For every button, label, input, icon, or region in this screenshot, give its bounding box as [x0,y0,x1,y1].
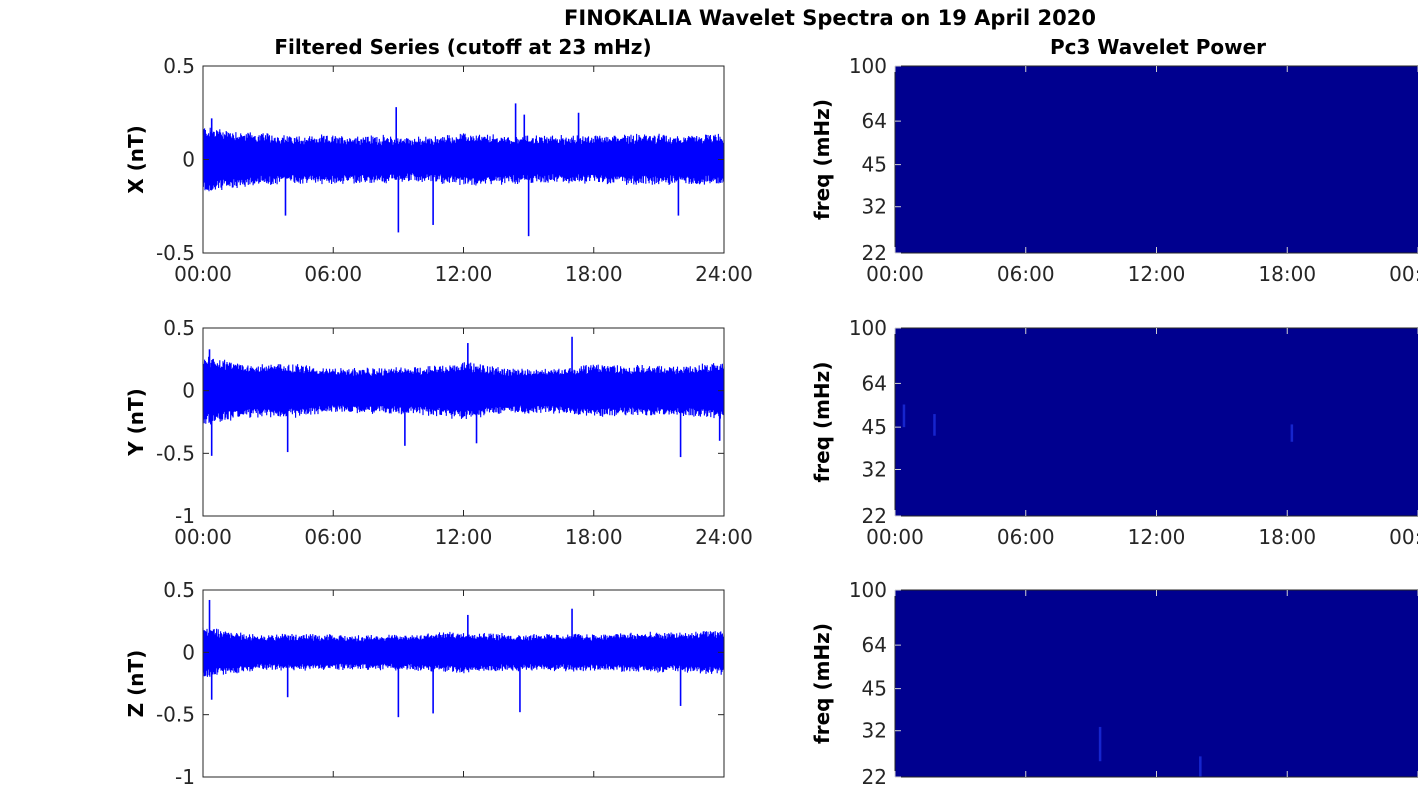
series-line [202,356,725,425]
x-tick-label: 00:00 [174,786,232,788]
plot-area [203,590,724,777]
y-tick-label: 45 [862,677,887,701]
wavelet-power-hotspot [933,414,936,436]
y-tick-label: 32 [862,457,887,481]
y-tick-label: 45 [862,153,887,177]
x-tick-label: 06:00 [304,262,362,286]
y-tick-label: -0.5 [156,703,195,727]
y-tick-label: -1 [175,765,195,788]
series-panel-y: 0.5 0 -0.5 -100:00 06:00 12:00 18:00 24:00 Y (nT… [124,316,753,549]
x-tick-label: 12:00 [1128,525,1186,549]
x-tick-label: 18:00 [565,525,623,549]
x-tick-label: 18:00 [1258,525,1316,549]
y-axis-label: freq (mHz) [810,99,834,220]
x-tick-label: 00:00 [1389,262,1418,286]
y-tick-label: 100 [849,54,887,78]
y-tick-label: 100 [849,578,887,602]
x-tick-label: 24:00 [695,786,753,788]
x-tick-label: 24:00 [695,525,753,549]
wavelet-panel-x: 1006445322200:0006:0012:0018:0000:00freq… [810,54,1418,286]
x-tick-label: 18:00 [565,262,623,286]
wavelet-power-hotspot [1199,756,1202,777]
wavelet-power-hotspot [1098,726,1102,762]
y-tick-label: 45 [862,415,887,439]
y-axis-label: freq (mHz) [810,623,834,744]
x-tick-label: 12:00 [435,525,493,549]
y-tick-label: 0 [182,148,195,172]
x-tick-label: 00:00 [174,525,232,549]
x-tick-label: 00:00 [174,262,232,286]
y-axis-label: Y (nT) [124,388,148,457]
x-tick-label: 18:00 [565,786,623,788]
x-tick-label: 12:00 [435,262,493,286]
wavelet-power-field [895,66,1418,253]
x-tick-label: 00:00 [866,262,924,286]
wavelet-power-field [895,590,1418,777]
y-tick-label: -1 [175,504,195,528]
wavelet-power-field [895,328,1418,516]
wavelet-power-hotspot [1290,424,1294,442]
wavelet-panel-z: 100 64 45 32 22 freq (mHz) [810,578,1418,788]
y-axis-label: X (nT) [124,125,148,194]
series-panel-x: 0.5 0 -0.500:00 06:00 12:00 18:00 24:00 X (nT) [124,54,753,286]
y-tick-label: 0.5 [163,54,195,78]
y-tick-label: 0 [182,640,195,664]
y-tick-label: 0.5 [163,578,195,602]
x-tick-label: 06:00 [304,786,362,788]
x-tick-label: 12:00 [435,786,493,788]
series-line [202,127,725,192]
y-tick-label: 64 [862,109,887,133]
left-column-title: Filtered Series (cutoff at 23 mHz) [274,35,651,59]
plot-area [203,328,724,516]
y-tick-label: 64 [862,371,887,395]
x-tick-label: 06:00 [997,525,1055,549]
wavelet-panel-y: 1006445322200:0006:0012:0018:0000:00freq… [810,316,1418,549]
series-panel-z: 0.5 0 -0.5 -100:00 06:00 12:00 18:00 24:00 Z (nT… [124,578,753,788]
y-tick-label: -0.5 [156,241,195,265]
x-tick-label: 06:00 [997,262,1055,286]
x-tick-label: 12:00 [1128,262,1186,286]
y-axis-label: freq (mHz) [810,362,834,483]
y-tick-label: 22 [862,241,887,265]
y-tick-label: 32 [862,719,887,743]
wavelet-power-hotspot [902,404,906,428]
x-tick-label: 00:00 [866,525,924,549]
series-line [202,627,725,677]
y-tick-label: 22 [862,504,887,528]
y-tick-label: 32 [862,195,887,219]
y-tick-label: 22 [862,765,887,788]
x-tick-label: 24:00 [695,262,753,286]
figure-title: FINOKALIA Wavelet Spectra on 19 April 20… [564,6,1096,30]
y-tick-label: 100 [849,316,887,340]
x-tick-label: 00:00 [1389,525,1418,549]
y-tick-label: -0.5 [156,441,195,465]
y-axis-label: Z (nT) [124,650,148,718]
x-tick-label: 06:00 [304,525,362,549]
y-tick-label: 64 [862,633,887,657]
y-tick-label: 0 [182,379,195,403]
x-tick-label: 18:00 [1258,262,1316,286]
y-tick-label: 0.5 [163,316,195,340]
right-column-title: Pc3 Wavelet Power [1050,35,1266,59]
